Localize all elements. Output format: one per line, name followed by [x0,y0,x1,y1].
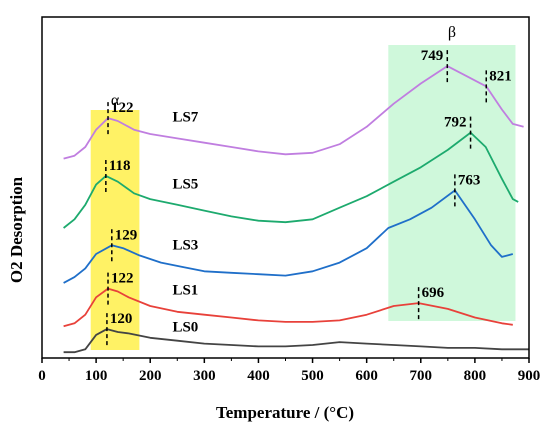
x-tick-label-600: 600 [355,368,378,384]
region-label-beta: β [448,24,456,41]
x-tick-label-700: 700 [410,368,433,384]
peak-markers: 120 122 696 129 763 118 792 122 749 821 [105,48,512,346]
curve-label-ls7: LS7 [172,110,198,126]
x-axis-title: Temperature / (°C) [216,403,354,422]
curve-label-ls0: LS0 [172,320,198,336]
curve-label-ls5: LS5 [172,177,198,193]
peak-label-ls3-129: 129 [115,227,138,243]
peak-label-ls1-122: 122 [111,271,134,287]
x-tick-label-800: 800 [464,368,487,384]
series-line-ls0 [63,328,529,354]
peak-label-ls7-749: 749 [421,48,444,64]
peak-label-ls5-118: 118 [109,158,131,174]
x-tick-label-400: 400 [247,368,270,384]
x-tick-label-900: 900 [518,368,541,384]
x-axis-ticks: 0 100 200 300 400 500 600 700 800 900 [38,358,540,384]
curve-label-ls3: LS3 [172,238,198,254]
y-axis-title: O2 Desorption [7,176,26,283]
x-tick-label-300: 300 [193,368,216,384]
series-line-ls7 [63,65,524,160]
series-line-ls1 [63,287,513,328]
peak-label-ls7-122: 122 [111,100,134,116]
curve-labels: LS0 LS1 LS3 LS5 LS7 [172,110,198,336]
region-label-alpha: α [111,92,120,109]
region-labels: αβ [111,24,456,109]
x-tick-label-0: 0 [38,368,46,384]
x-tick-label-100: 100 [85,368,108,384]
series-lines [63,65,529,354]
series-line-ls3 [63,189,514,284]
region-beta [388,45,516,321]
curve-label-ls1: LS1 [172,283,198,299]
highlight-regions [90,45,516,350]
peak-label-ls0-120: 120 [110,311,133,327]
region-alpha [90,110,140,350]
x-tick-label-500: 500 [301,368,324,384]
peak-label-ls5-792: 792 [444,115,467,131]
x-tick-label-200: 200 [139,368,162,384]
peak-label-ls1-696: 696 [422,285,445,301]
peak-label-ls7-821: 821 [489,68,512,84]
peak-label-ls3-763: 763 [458,172,481,188]
series-line-ls5 [63,131,519,229]
